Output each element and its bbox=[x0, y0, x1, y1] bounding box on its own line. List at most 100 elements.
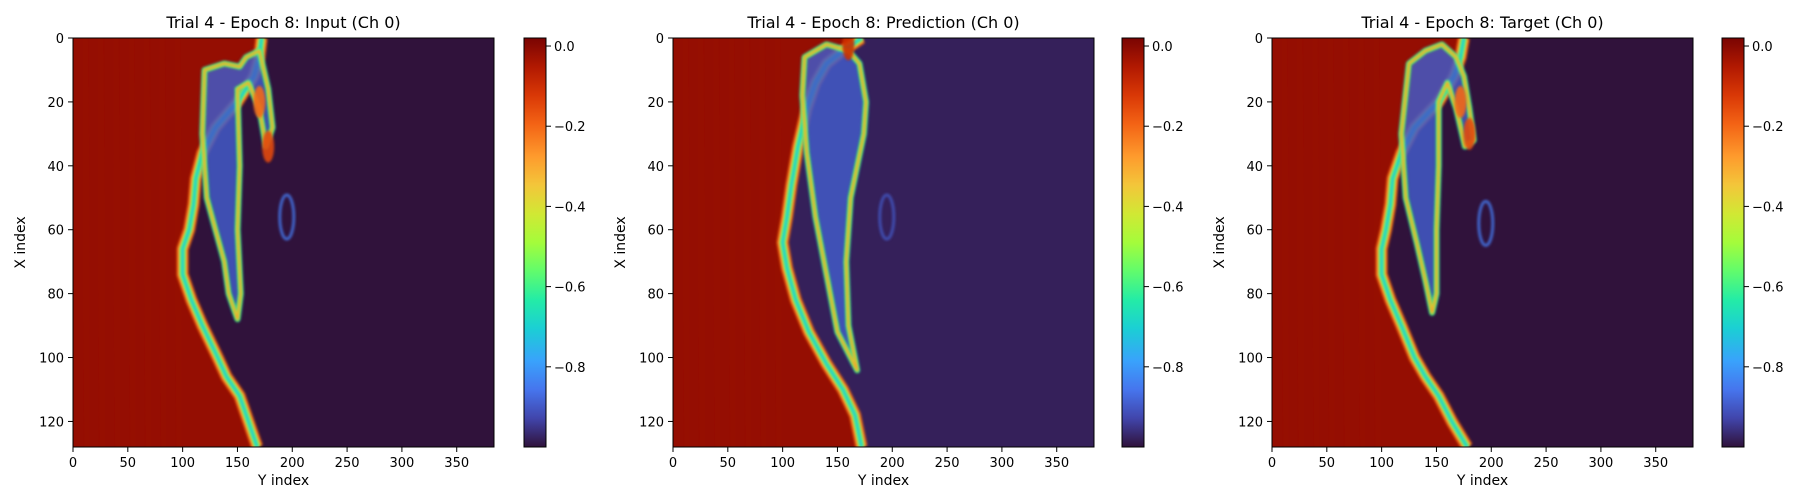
x-tick-label: 350 bbox=[1044, 456, 1069, 471]
x-axis-label: Y index bbox=[1456, 473, 1508, 489]
colorbar-tick-label: 0.0 bbox=[554, 40, 575, 55]
colorbar-tick-label: −0.8 bbox=[1752, 361, 1784, 376]
x-tick-label: 300 bbox=[389, 456, 414, 471]
heatmap-field bbox=[1272, 38, 1693, 447]
y-tick-label: 100 bbox=[39, 352, 64, 367]
y-tick-label: 40 bbox=[647, 160, 664, 175]
panel-title: Trial 4 - Epoch 8: Prediction (Ch 0) bbox=[746, 13, 1019, 32]
x-tick-label: 200 bbox=[1479, 456, 1504, 471]
colorbar-tick-label: −0.6 bbox=[1752, 281, 1784, 296]
x-tick-label: 300 bbox=[989, 456, 1014, 471]
x-tick-label: 200 bbox=[280, 456, 305, 471]
hot-region-streak bbox=[174, 38, 183, 447]
x-tick-label: 0 bbox=[669, 456, 677, 471]
y-tick-label: 0 bbox=[656, 32, 664, 47]
y-axis-label: X index bbox=[1212, 216, 1228, 268]
heatmap-panel-1: Trial 4 - Epoch 8: Input (Ch 0) 0 50 100 150… bbox=[13, 13, 586, 489]
panel-title: Trial 4 - Epoch 8: Input (Ch 0) bbox=[165, 13, 400, 32]
y-tick-label: 40 bbox=[1246, 160, 1263, 175]
colorbar-tick-label: −0.4 bbox=[554, 200, 586, 215]
faint-feature bbox=[278, 193, 296, 241]
hot-region-streak bbox=[81, 38, 91, 447]
hot-spot bbox=[262, 130, 275, 163]
heatmap-panel-2: Trial 4 - Epoch 8: Prediction (Ch 0) 0 50 1… bbox=[613, 13, 1184, 489]
colorbar-tick-label: 0.0 bbox=[1752, 40, 1773, 55]
hot-region-streak bbox=[697, 38, 706, 447]
panel-title: Trial 4 - Epoch 8: Target (Ch 0) bbox=[1360, 13, 1603, 32]
faint-feature bbox=[878, 193, 896, 241]
hot-spot bbox=[253, 85, 266, 118]
x-tick-label: 100 bbox=[770, 456, 795, 471]
plot-frame bbox=[72, 37, 495, 448]
y-tick-label: 0 bbox=[1255, 32, 1263, 47]
plume-edge bbox=[801, 43, 867, 371]
x-tick-label: 300 bbox=[1588, 456, 1613, 471]
plume-edge bbox=[1400, 43, 1475, 314]
hot-region-streak bbox=[143, 38, 152, 447]
y-tick-label: 60 bbox=[47, 224, 64, 239]
colorbar bbox=[1121, 37, 1145, 448]
y-tick-label: 60 bbox=[647, 224, 664, 239]
colorbar-tick-label: 0.0 bbox=[1152, 40, 1173, 55]
hot-region-streak bbox=[681, 38, 691, 447]
hot-region-streak bbox=[128, 38, 137, 447]
x-tick-label: 0 bbox=[69, 456, 77, 471]
x-tick-label: 200 bbox=[880, 456, 905, 471]
hot-region-streak bbox=[97, 38, 106, 447]
hot-region-streak bbox=[1311, 38, 1321, 447]
x-axis-label: Y index bbox=[857, 473, 909, 489]
colorbar-tick-label: −0.8 bbox=[1152, 361, 1184, 376]
hot-region bbox=[1272, 38, 1468, 447]
x-tick-label: 350 bbox=[1643, 456, 1668, 471]
panels: Trial 4 - Epoch 8: Input (Ch 0) 0 50 100 150… bbox=[13, 13, 1784, 489]
hot-region bbox=[73, 38, 262, 447]
plume-edge bbox=[201, 50, 274, 320]
y-tick-label: 20 bbox=[47, 96, 64, 111]
hot-spot bbox=[842, 38, 855, 61]
hot-region-streak bbox=[712, 38, 722, 447]
heatmap-field bbox=[673, 38, 1094, 447]
hot-region-streak bbox=[1280, 38, 1290, 447]
plot-frame bbox=[1271, 37, 1694, 448]
hot-region-streak bbox=[1357, 38, 1367, 447]
y-tick-label: 20 bbox=[1246, 96, 1263, 111]
hot-spot bbox=[1463, 117, 1476, 150]
hot-region-streak bbox=[1327, 38, 1336, 447]
x-tick-label: 250 bbox=[935, 456, 960, 471]
colorbar-tick-label: −0.4 bbox=[1152, 200, 1184, 215]
x-tick-label: 150 bbox=[225, 456, 250, 471]
hot-region-streak bbox=[1296, 38, 1305, 447]
colorbar-tick-label: −0.2 bbox=[554, 120, 586, 135]
colorbar-tick-label: −0.2 bbox=[1152, 120, 1184, 135]
heatmap-panel-3: Trial 4 - Epoch 8: Target (Ch 0) 0 50 100 15… bbox=[1212, 13, 1784, 489]
x-tick-label: 150 bbox=[1424, 456, 1449, 471]
faint-feature bbox=[1477, 199, 1495, 247]
y-tick-label: 100 bbox=[1238, 352, 1263, 367]
hot-region-streak bbox=[112, 38, 122, 447]
y-tick-label: 80 bbox=[1246, 288, 1263, 303]
y-tick-label: 120 bbox=[39, 415, 64, 430]
x-axis-label: Y index bbox=[257, 473, 309, 489]
y-tick-label: 120 bbox=[639, 415, 664, 430]
x-tick-label: 50 bbox=[720, 456, 737, 471]
x-tick-label: 350 bbox=[444, 456, 469, 471]
x-tick-label: 250 bbox=[335, 456, 360, 471]
y-tick-label: 40 bbox=[47, 160, 64, 175]
hot-region-streak bbox=[158, 38, 168, 447]
y-tick-label: 80 bbox=[47, 288, 64, 303]
x-tick-label: 100 bbox=[1369, 456, 1394, 471]
x-tick-label: 150 bbox=[825, 456, 850, 471]
y-tick-label: 100 bbox=[639, 352, 664, 367]
x-tick-label: 50 bbox=[120, 456, 137, 471]
plume-interior bbox=[802, 44, 866, 371]
hot-region-streak bbox=[758, 38, 768, 447]
hot-region-streak bbox=[743, 38, 752, 447]
y-tick-label: 20 bbox=[647, 96, 664, 111]
plot-frame bbox=[672, 37, 1095, 448]
colorbar-tick-label: −0.2 bbox=[1752, 120, 1784, 135]
x-tick-label: 250 bbox=[1534, 456, 1559, 471]
y-tick-label: 80 bbox=[647, 288, 664, 303]
hot-region-streak bbox=[1342, 38, 1351, 447]
colorbar-tick-label: −0.6 bbox=[554, 281, 586, 296]
